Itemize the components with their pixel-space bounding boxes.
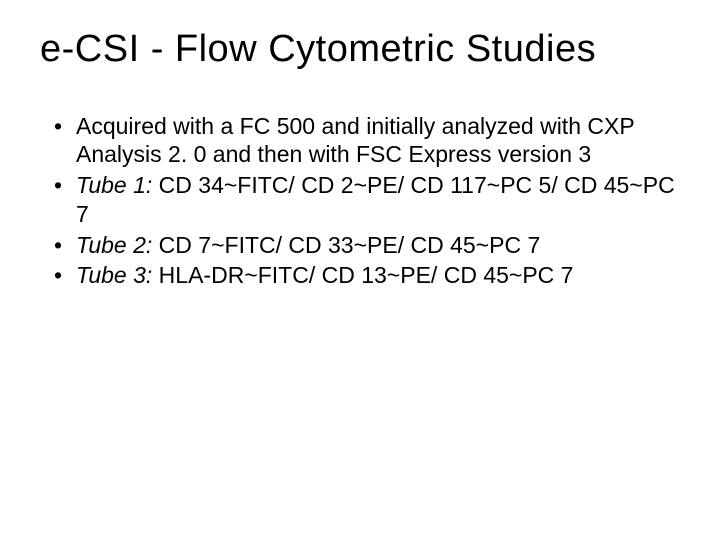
tube-label: Tube 1:	[76, 172, 152, 198]
bullet-item: Tube 3: HLA-DR~FITC/ CD 13~PE/ CD 45~PC …	[54, 261, 680, 290]
slide: e-CSI - Flow Cytometric Studies Acquired…	[0, 0, 720, 540]
bullet-item: Tube 2: CD 7~FITC/ CD 33~PE/ CD 45~PC 7	[54, 231, 680, 260]
bullet-text: Acquired with a FC 500 and initially ana…	[76, 113, 634, 168]
bullet-text: CD 34~FITC/ CD 2~PE/ CD 117~PC 5/ CD 45~…	[76, 172, 675, 227]
bullet-text: CD 7~FITC/ CD 33~PE/ CD 45~PC 7	[152, 232, 540, 258]
bullet-item: Acquired with a FC 500 and initially ana…	[54, 112, 680, 170]
bullet-text: HLA-DR~FITC/ CD 13~PE/ CD 45~PC 7	[152, 262, 573, 288]
tube-label: Tube 3:	[76, 262, 152, 288]
bullet-list: Acquired with a FC 500 and initially ana…	[40, 112, 680, 291]
tube-label: Tube 2:	[76, 232, 152, 258]
slide-title: e-CSI - Flow Cytometric Studies	[40, 28, 680, 72]
bullet-item: Tube 1: CD 34~FITC/ CD 2~PE/ CD 117~PC 5…	[54, 171, 680, 229]
